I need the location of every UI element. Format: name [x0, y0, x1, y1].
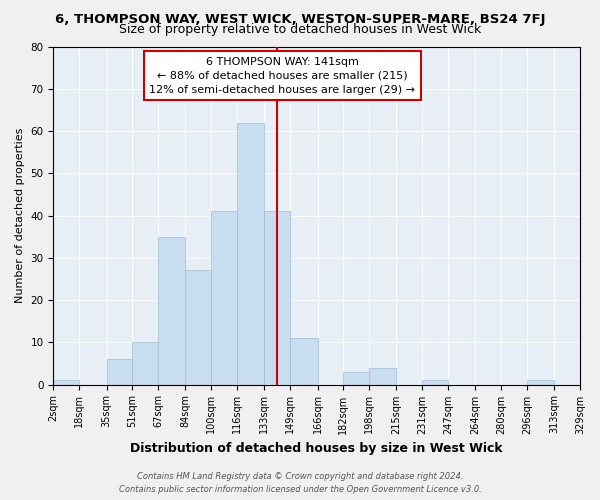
- Bar: [343, 372, 369, 384]
- Bar: [265, 212, 290, 384]
- Text: Contains HM Land Registry data © Crown copyright and database right 2024.
Contai: Contains HM Land Registry data © Crown c…: [119, 472, 481, 494]
- Text: 6, THOMPSON WAY, WEST WICK, WESTON-SUPER-MARE, BS24 7FJ: 6, THOMPSON WAY, WEST WICK, WESTON-SUPER…: [55, 12, 545, 26]
- Bar: [211, 212, 237, 384]
- Bar: [290, 338, 317, 384]
- Y-axis label: Number of detached properties: Number of detached properties: [15, 128, 25, 303]
- Text: 6 THOMPSON WAY: 141sqm
← 88% of detached houses are smaller (215)
12% of semi-de: 6 THOMPSON WAY: 141sqm ← 88% of detached…: [149, 56, 415, 94]
- Bar: [237, 122, 265, 384]
- Bar: [107, 359, 133, 384]
- Bar: [422, 380, 448, 384]
- Text: Size of property relative to detached houses in West Wick: Size of property relative to detached ho…: [119, 22, 481, 36]
- X-axis label: Distribution of detached houses by size in West Wick: Distribution of detached houses by size …: [130, 442, 503, 455]
- Bar: [133, 342, 158, 384]
- Bar: [185, 270, 211, 384]
- Bar: [369, 368, 397, 384]
- Bar: [527, 380, 554, 384]
- Bar: [158, 236, 185, 384]
- Bar: [53, 380, 79, 384]
